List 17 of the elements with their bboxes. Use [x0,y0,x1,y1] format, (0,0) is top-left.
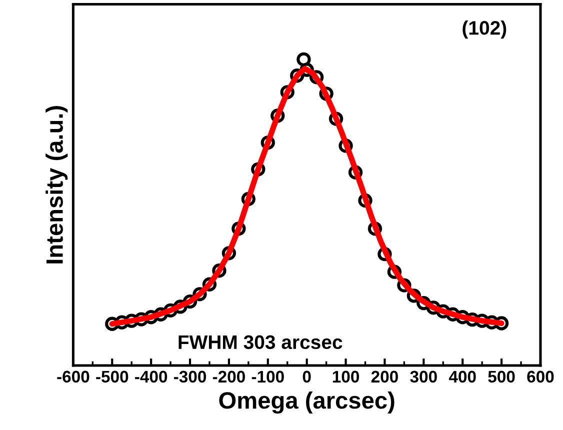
x-tick-label: 400 [448,370,476,383]
x-tick-label: 600 [527,370,554,383]
x-tick-label: -600 [57,370,90,383]
y-axis-title: Intensity (a.u.) [46,106,68,264]
x-tick-label: -400 [135,370,168,383]
annotation: FWHM 303 arcsec [178,335,342,350]
x-tick-label: 200 [371,370,398,383]
x-tick-label: -100 [252,370,284,383]
x-tick-label: 300 [410,370,437,383]
x-tick-label: 500 [488,370,515,383]
x-tick-label: -200 [212,370,245,383]
x-tick-label: -300 [174,370,206,383]
text: (102) [462,20,506,39]
x-tick-label: 0 [302,370,311,383]
x-axis-title: Omega (arcsec) [219,391,394,414]
x-tick-label: 100 [332,370,359,383]
x-tick-label: -500 [96,370,128,383]
